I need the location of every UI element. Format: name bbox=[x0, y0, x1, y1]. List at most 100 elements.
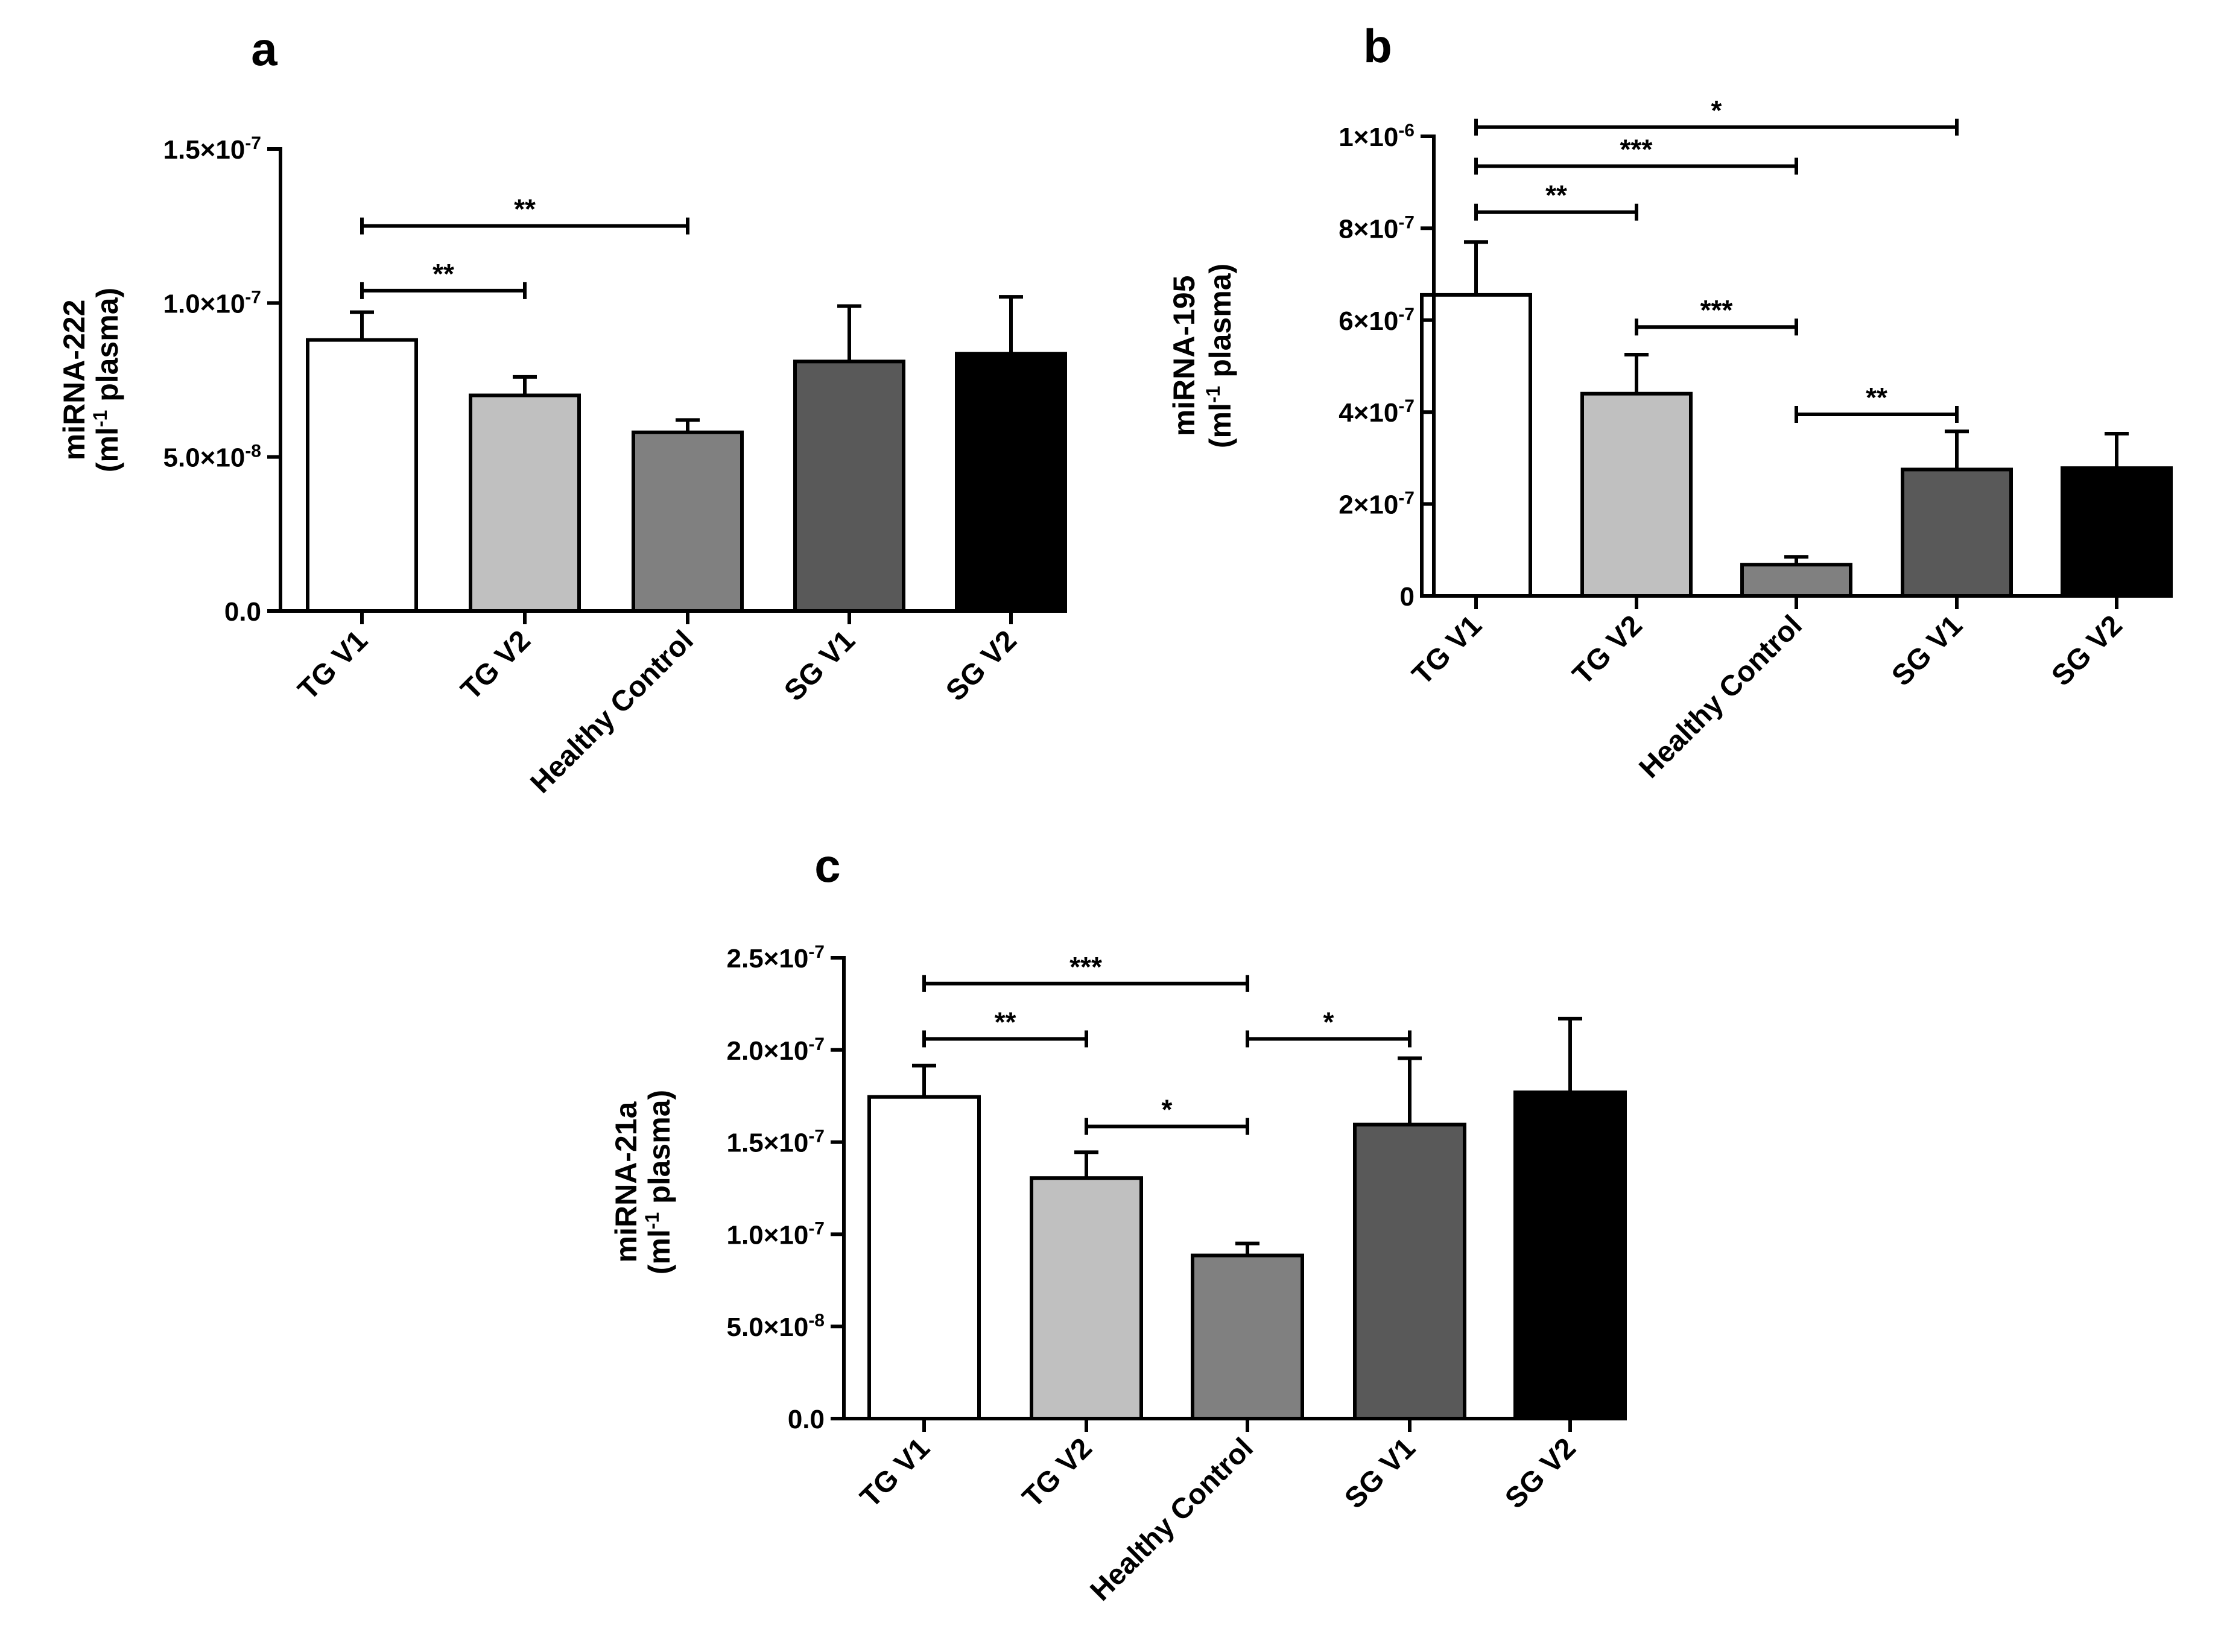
y-tick-base: 5.0×10 bbox=[163, 443, 246, 473]
y-tick-label: 2.0×10-7 bbox=[727, 1034, 825, 1066]
panel-letter: a bbox=[251, 22, 277, 75]
y-tick-label: 4×10-7 bbox=[1339, 396, 1415, 428]
x-tick-label: SG V1 bbox=[1886, 609, 1968, 692]
y-axis-unit-label: (ml-1 plasma) bbox=[641, 1090, 676, 1274]
y-axis-unit-pre: (ml bbox=[642, 1229, 676, 1274]
y-tick-base: 5.0×10 bbox=[727, 1312, 809, 1342]
y-tick-base: 1.5×10 bbox=[163, 135, 246, 165]
x-tick-label: TG V1 bbox=[1406, 609, 1488, 691]
bar bbox=[1513, 1090, 1627, 1420]
y-tick-base: 1.0×10 bbox=[727, 1220, 809, 1250]
x-tick-label: Healthy Control bbox=[525, 624, 700, 799]
y-tick-exponent: -8 bbox=[808, 1311, 825, 1331]
y-tick-exponent: -7 bbox=[245, 133, 261, 153]
chart-panel-a: a 0.0 5.0×10-8 1.0×10-7 1.5×10-7 TG V1 TG V2He… bbox=[57, 22, 1067, 799]
significance-label: ** bbox=[514, 194, 536, 225]
y-axis-unit-post: plasma) bbox=[1203, 264, 1237, 386]
y-axis-unit-pre: (ml bbox=[90, 427, 124, 472]
bar bbox=[1420, 293, 1532, 598]
y-tick-label: 2.5×10-7 bbox=[727, 942, 825, 974]
y-tick-label: 1.5×10-7 bbox=[163, 133, 262, 165]
x-tick-label: SG V1 bbox=[1339, 1432, 1421, 1514]
significance-label: ** bbox=[1545, 180, 1567, 211]
x-tick-label: TG V2 bbox=[1016, 1432, 1098, 1514]
y-tick-label: 5.0×10-8 bbox=[727, 1311, 825, 1343]
y-tick-exponent: -7 bbox=[1398, 304, 1415, 324]
y-tick-label: 5.0×10-8 bbox=[163, 441, 262, 473]
y-tick-label: 0 bbox=[1400, 582, 1415, 612]
bar bbox=[1740, 563, 1852, 598]
y-tick-base: 2.0×10 bbox=[727, 1036, 809, 1066]
significance-label: ** bbox=[995, 1006, 1016, 1037]
y-tick-label: 0.0 bbox=[788, 1405, 825, 1434]
bar bbox=[867, 1095, 981, 1420]
y-axis-unit-pre: (ml bbox=[1203, 403, 1237, 448]
y-axis-unit-label: (ml-1 plasma) bbox=[89, 288, 124, 472]
bar bbox=[1901, 467, 2013, 598]
y-tick-base: 2.5×10 bbox=[727, 944, 809, 973]
bar bbox=[306, 338, 418, 613]
significance-label: ** bbox=[1866, 382, 1887, 413]
y-tick-label: 6×10-7 bbox=[1339, 304, 1415, 336]
x-tick-label: TG V2 bbox=[455, 624, 537, 706]
y-tick-exponent: -7 bbox=[808, 1034, 825, 1054]
significance-label: * bbox=[1323, 1006, 1334, 1037]
bar bbox=[955, 352, 1067, 613]
significance-label: *** bbox=[1069, 951, 1102, 983]
y-tick-base: 2×10 bbox=[1339, 490, 1398, 520]
y-tick-base: 8×10 bbox=[1339, 214, 1398, 244]
y-tick-label: 8×10-7 bbox=[1339, 212, 1415, 244]
x-tick-label: Healthy Control bbox=[1085, 1432, 1259, 1607]
x-tick-label: TG V1 bbox=[854, 1432, 936, 1514]
y-axis-unit-exponent: -1 bbox=[641, 1212, 663, 1229]
y-axis-unit-post: plasma) bbox=[90, 288, 124, 410]
y-tick-exponent: -8 bbox=[245, 441, 261, 461]
bar bbox=[1191, 1253, 1304, 1420]
y-axis-unit-exponent: -1 bbox=[89, 410, 111, 427]
y-axis-label: miRNA-195 bbox=[1167, 276, 1201, 437]
y-tick-exponent: -7 bbox=[808, 942, 825, 962]
y-tick-exponent: -7 bbox=[1398, 212, 1415, 232]
y-axis-unit-label: (ml-1 plasma) bbox=[1202, 264, 1237, 448]
y-tick-exponent: -7 bbox=[808, 1218, 825, 1238]
y-tick-label: 1.0×10-7 bbox=[727, 1218, 825, 1250]
y-axis-unit-exponent: -1 bbox=[1202, 386, 1224, 403]
y-tick-base: 6×10 bbox=[1339, 306, 1398, 336]
bar bbox=[469, 393, 581, 613]
bar bbox=[1580, 391, 1693, 598]
x-tick-label: SG V2 bbox=[2045, 609, 2128, 692]
y-tick-exponent: -7 bbox=[808, 1126, 825, 1146]
bar bbox=[793, 359, 905, 613]
bar bbox=[632, 430, 744, 613]
x-tick-label: SG V1 bbox=[778, 624, 861, 707]
y-tick-label: 2×10-7 bbox=[1339, 488, 1415, 520]
panel-letter: b bbox=[1363, 19, 1392, 72]
y-tick-base: 4×10 bbox=[1339, 398, 1398, 428]
y-tick-base: 1.5×10 bbox=[727, 1128, 809, 1158]
y-tick-label: 1.5×10-7 bbox=[727, 1126, 825, 1158]
x-tick-label: TG V2 bbox=[1567, 609, 1649, 691]
y-tick-label: 0.0 bbox=[224, 597, 261, 627]
x-tick-label: SG V2 bbox=[940, 624, 1022, 707]
chart-panel-c: c0.05.0×10-81.0×10-71.5×10-72.0×10-72.5×… bbox=[609, 839, 1627, 1607]
significance-label: ** bbox=[432, 258, 454, 290]
significance-label: * bbox=[1711, 95, 1722, 126]
y-tick-base: 0 bbox=[1400, 582, 1415, 612]
y-axis-unit-post: plasma) bbox=[642, 1090, 676, 1212]
bar bbox=[1030, 1176, 1143, 1421]
x-tick-label: TG V1 bbox=[292, 624, 374, 706]
significance-label: *** bbox=[1700, 294, 1733, 326]
significance-label: *** bbox=[1620, 134, 1653, 165]
bar bbox=[2061, 466, 2173, 598]
y-tick-exponent: -6 bbox=[1398, 121, 1415, 141]
panel-letter: c bbox=[814, 839, 840, 892]
chart-panel-b: b02×10-74×10-76×10-78×10-71×10-6TG V1 TG … bbox=[1167, 19, 2173, 784]
y-axis-label: miRNA-222 bbox=[57, 300, 91, 461]
significance-label: * bbox=[1162, 1094, 1173, 1125]
y-tick-base: 1×10 bbox=[1339, 122, 1398, 152]
y-tick-label: 1×10-6 bbox=[1339, 121, 1415, 153]
y-tick-label: 1.0×10-7 bbox=[163, 287, 262, 319]
y-tick-exponent: -7 bbox=[1398, 396, 1415, 416]
y-tick-base: 0.0 bbox=[788, 1405, 825, 1434]
